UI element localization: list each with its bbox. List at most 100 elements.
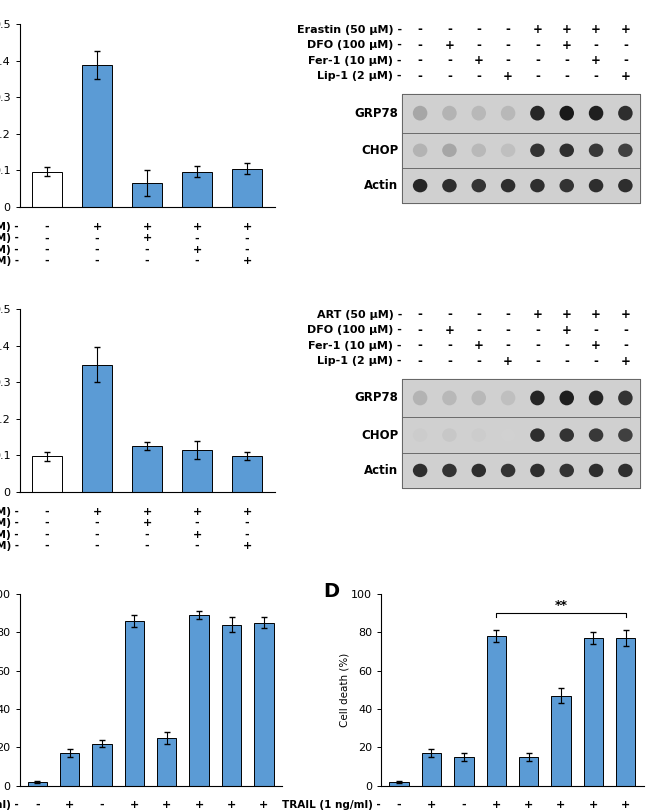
Ellipse shape [618, 106, 632, 121]
Text: CHOP: CHOP [361, 428, 398, 441]
Ellipse shape [530, 106, 545, 121]
Text: -: - [535, 70, 540, 83]
Bar [616, 638, 636, 786]
Text: +: + [142, 518, 151, 528]
Ellipse shape [560, 143, 574, 157]
Ellipse shape [560, 390, 574, 405]
Bar [402, 133, 640, 168]
Text: +: + [445, 324, 454, 337]
Bar [422, 753, 441, 786]
Bar [132, 446, 162, 492]
Ellipse shape [618, 428, 632, 441]
Ellipse shape [501, 463, 515, 477]
Bar [232, 456, 262, 492]
Text: +: + [192, 245, 202, 254]
Text: DFO (100 μM) -: DFO (100 μM) - [0, 233, 19, 243]
Text: GRP78: GRP78 [355, 391, 398, 404]
Ellipse shape [442, 428, 457, 441]
Text: -: - [447, 355, 452, 368]
Text: DFO (100 μM) -: DFO (100 μM) - [307, 40, 402, 50]
Bar [92, 744, 112, 786]
Ellipse shape [442, 106, 457, 121]
Text: -: - [45, 222, 49, 232]
Ellipse shape [560, 428, 574, 441]
Text: -: - [623, 324, 628, 337]
Text: -: - [45, 507, 49, 517]
Ellipse shape [530, 390, 545, 405]
Text: -: - [45, 541, 49, 551]
Ellipse shape [560, 106, 574, 121]
Text: -: - [95, 245, 99, 254]
Text: +: + [142, 222, 151, 232]
Text: -: - [396, 800, 402, 810]
Text: -: - [244, 518, 250, 528]
Text: +: + [591, 54, 601, 67]
Text: -: - [418, 324, 422, 337]
Text: TRAIL (1 ng/ml) -: TRAIL (1 ng/ml) - [282, 800, 381, 810]
Text: +: + [591, 308, 601, 321]
Ellipse shape [589, 106, 603, 121]
Bar [402, 378, 640, 417]
Ellipse shape [413, 179, 427, 192]
Text: -: - [535, 39, 540, 52]
Bar [389, 782, 409, 786]
Ellipse shape [530, 428, 545, 441]
Text: -: - [145, 541, 150, 551]
Text: +: + [142, 233, 151, 243]
Text: -: - [35, 800, 40, 810]
Ellipse shape [618, 143, 632, 157]
Ellipse shape [471, 463, 486, 477]
Ellipse shape [501, 143, 515, 157]
Text: +: + [621, 800, 630, 810]
Ellipse shape [560, 179, 574, 192]
Bar [232, 168, 262, 207]
Bar [402, 417, 640, 453]
Text: -: - [418, 23, 422, 36]
Bar [519, 757, 538, 786]
Text: Lip-1 (2 μM) -: Lip-1 (2 μM) - [317, 71, 402, 81]
Text: -: - [95, 518, 99, 528]
Bar [189, 615, 209, 786]
Text: +: + [242, 222, 252, 232]
Text: +: + [259, 800, 268, 810]
Ellipse shape [442, 390, 457, 405]
Text: +: + [192, 222, 202, 232]
Ellipse shape [501, 106, 515, 121]
Text: ART (50 μM) -: ART (50 μM) - [0, 507, 19, 517]
Ellipse shape [471, 179, 486, 192]
Text: -: - [506, 324, 510, 337]
Ellipse shape [413, 390, 427, 405]
Text: TRAIL (1 ng/ml) -: TRAIL (1 ng/ml) - [0, 800, 20, 810]
Text: +: + [562, 39, 571, 52]
Bar [402, 168, 640, 203]
Text: -: - [418, 39, 422, 52]
Bar [32, 172, 62, 207]
Ellipse shape [618, 463, 632, 477]
Ellipse shape [413, 143, 427, 157]
Ellipse shape [589, 143, 603, 157]
Text: +: + [532, 308, 542, 321]
Text: -: - [506, 39, 510, 52]
Text: -: - [535, 339, 540, 352]
Text: +: + [621, 308, 630, 321]
Text: -: - [593, 324, 599, 337]
Text: -: - [244, 245, 250, 254]
Bar [402, 453, 640, 488]
Text: -: - [244, 233, 250, 243]
Text: -: - [476, 39, 481, 52]
Text: +: + [621, 355, 630, 368]
Text: +: + [65, 800, 74, 810]
Text: +: + [474, 339, 484, 352]
Text: -: - [447, 54, 452, 67]
Text: +: + [591, 339, 601, 352]
Text: -: - [564, 54, 569, 67]
Ellipse shape [589, 463, 603, 477]
Text: -: - [506, 54, 510, 67]
Text: +: + [192, 530, 202, 539]
Bar [486, 636, 506, 786]
Text: +: + [503, 355, 513, 368]
Text: -: - [506, 308, 510, 321]
Bar [402, 94, 640, 133]
Ellipse shape [471, 106, 486, 121]
Text: -: - [535, 54, 540, 67]
